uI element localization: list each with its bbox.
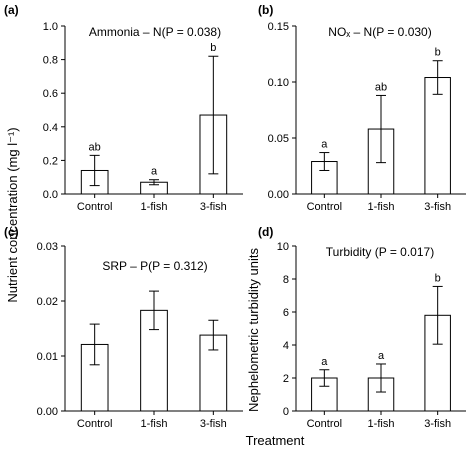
y-axis-title-right: Nephelometric turbidity units xyxy=(246,247,261,412)
x-tick-label: 1-fish xyxy=(141,201,168,213)
panel-letter: (a) xyxy=(4,3,19,17)
x-tick-label: 3-fish xyxy=(200,201,227,213)
panel-1: (a) Ammonia – N(P = 0.038) 0.0 0.2 0.4 0.6 0.8… xyxy=(4,3,243,213)
y-tick-label: 1.0 xyxy=(43,21,58,33)
panel-2: (b) NOₓ – N(P = 0.030) 0.00 0.05 0.10 0.15 Con… xyxy=(258,3,466,213)
y-tick-label: 0.8 xyxy=(43,55,58,67)
y-tick-label: 0.6 xyxy=(43,88,58,100)
y-tick-label: 4 xyxy=(283,340,289,352)
panel-title: SRP – P(P = 0.312) xyxy=(102,259,207,273)
y-tick-label: 0.02 xyxy=(37,296,58,308)
y-tick-label: 0 xyxy=(283,406,289,418)
y-tick-label: 0.10 xyxy=(268,77,289,89)
y-tick-label: 0.01 xyxy=(37,351,58,363)
panel-letter: (d) xyxy=(258,225,273,239)
panel-letter: (b) xyxy=(258,3,273,17)
x-axis-title: Treatment xyxy=(246,433,305,448)
y-tick-label: 0.03 xyxy=(37,241,58,253)
y-tick-label: 0.15 xyxy=(268,21,289,33)
y-tick-label: 0.05 xyxy=(268,133,289,145)
x-tick-label: 1-fish xyxy=(368,201,395,213)
panel-title: Turbidity (P = 0.017) xyxy=(326,245,434,259)
x-tick-label: Control xyxy=(307,418,342,430)
y-tick-label: 6 xyxy=(283,307,289,319)
y-tick-label: 0.4 xyxy=(43,122,58,134)
x-tick-label: Control xyxy=(77,418,112,430)
panel-4: (d) Turbidity (P = 0.017) 0 2 4 6 8 10 Control a 1… xyxy=(258,225,466,430)
y-axis-title-left: Nutrient concentration (mg l⁻¹) xyxy=(5,127,20,302)
chart-panels: (a) Ammonia – N(P = 0.038) 0.0 0.2 0.4 0.6 0.8… xyxy=(4,3,466,430)
x-tick-label: 1-fish xyxy=(368,418,395,430)
y-tick-label: 0.0 xyxy=(43,189,58,201)
x-tick-label: 3-fish xyxy=(424,201,451,213)
significance-letter: b xyxy=(435,272,441,284)
x-tick-label: 3-fish xyxy=(424,418,451,430)
x-tick-label: 3-fish xyxy=(200,418,227,430)
significance-letter: ab xyxy=(375,81,387,93)
y-tick-label: 8 xyxy=(283,274,289,286)
significance-letter: b xyxy=(210,42,216,54)
significance-letter: ab xyxy=(89,141,101,153)
y-tick-label: 10 xyxy=(277,241,289,253)
bar xyxy=(424,77,451,195)
x-tick-label: Control xyxy=(77,201,112,213)
panel-3: (c) SRP – P(P = 0.312) 0.00 0.01 0.02 0.03 Con… xyxy=(4,225,243,430)
panel-title: NOₓ – N(P = 0.030) xyxy=(328,25,431,39)
significance-letter: b xyxy=(435,47,441,59)
x-tick-label: Control xyxy=(307,201,342,213)
significance-letter: a xyxy=(321,139,328,151)
y-tick-label: 0.2 xyxy=(43,155,58,167)
panel-title: Ammonia – N(P = 0.038) xyxy=(89,25,221,39)
x-tick-label: 1-fish xyxy=(141,418,168,430)
significance-letter: a xyxy=(151,166,158,178)
y-tick-label: 0.00 xyxy=(37,406,58,418)
y-tick-label: 0.00 xyxy=(268,189,289,201)
panel-letter: (c) xyxy=(4,225,19,239)
significance-letter: a xyxy=(378,350,385,362)
y-tick-label: 2 xyxy=(283,373,289,385)
significance-letter: a xyxy=(321,356,328,368)
